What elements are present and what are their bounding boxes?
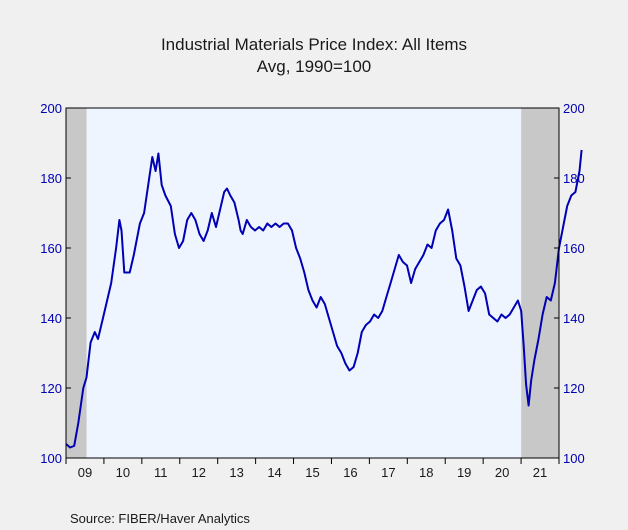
y-tick-label-right: 200 bbox=[563, 101, 585, 116]
x-tick-label: 21 bbox=[533, 465, 547, 480]
x-axis: 09 10 11 12 13 14 15 16 17 18 19 20 21 bbox=[65, 458, 560, 480]
source-note: Source: FIBER/Haver Analytics bbox=[70, 511, 250, 526]
y-tick-label-right: 160 bbox=[563, 241, 585, 256]
x-tick-label: 15 bbox=[305, 465, 319, 480]
y-tick-label-right: 180 bbox=[563, 171, 585, 186]
x-tick-label: 16 bbox=[343, 465, 357, 480]
x-tick-label: 11 bbox=[154, 465, 168, 480]
plot-area bbox=[66, 108, 559, 458]
y-tick-label-left: 100 bbox=[40, 451, 62, 466]
recession-band-0 bbox=[66, 108, 87, 458]
x-tick-label: 14 bbox=[267, 465, 281, 480]
y-tick-label-left: 180 bbox=[40, 171, 62, 186]
chart-title: Industrial Materials Price Index: All It… bbox=[161, 35, 467, 54]
x-tick-label: 09 bbox=[78, 465, 92, 480]
plot-frame bbox=[65, 107, 560, 459]
x-tick-label: 18 bbox=[419, 465, 433, 480]
x-tick-label: 19 bbox=[457, 465, 471, 480]
y-axis-right: 100 120 140 160 180 200 bbox=[554, 101, 585, 466]
y-tick-label-left: 120 bbox=[40, 381, 62, 396]
chart-subtitle: Avg, 1990=100 bbox=[257, 57, 372, 76]
y-tick-label-right: 120 bbox=[563, 381, 585, 396]
x-tick-label: 20 bbox=[495, 465, 509, 480]
y-tick-label-left: 140 bbox=[40, 311, 62, 326]
x-tick-label: 10 bbox=[116, 465, 130, 480]
y-axis-left: 100 120 140 160 180 200 bbox=[40, 101, 71, 466]
y-tick-label-right: 140 bbox=[563, 311, 585, 326]
x-tick-label: 13 bbox=[229, 465, 243, 480]
recession-band-1 bbox=[521, 108, 559, 458]
x-tick-label: 17 bbox=[381, 465, 395, 480]
series-line bbox=[65, 149, 583, 449]
y-tick-label-left: 160 bbox=[40, 241, 62, 256]
y-tick-label-right: 100 bbox=[563, 451, 585, 466]
y-tick-label-left: 200 bbox=[40, 101, 62, 116]
x-tick-label: 12 bbox=[191, 465, 205, 480]
